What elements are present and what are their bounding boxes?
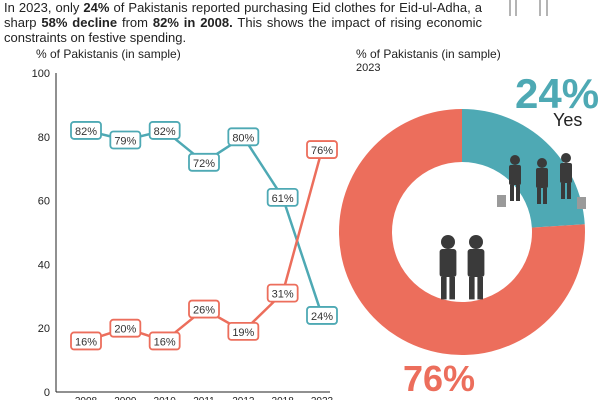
y-tick-label: 0 (44, 387, 50, 399)
children-illustration (439, 153, 572, 300)
y-tick-label: 40 (38, 259, 50, 271)
donut-slice-yes (462, 109, 585, 228)
y-tick-label: 20 (38, 323, 50, 335)
data-point-label: 24% (306, 306, 338, 325)
data-label-text: 24% (311, 311, 333, 323)
data-label-text: 61% (272, 193, 294, 205)
data-label-box (70, 331, 102, 351)
data-label-box (227, 321, 260, 341)
data-label-box (148, 121, 181, 140)
data-label-text: 80% (232, 132, 254, 144)
y-tick-label: 80 (38, 132, 50, 144)
data-label-box (70, 121, 102, 140)
data-label-box (227, 127, 260, 147)
x-tick-label: 2018 (272, 396, 295, 400)
data-label-box (188, 299, 220, 319)
data-label-box (266, 188, 299, 207)
data-label-text: 82% (75, 126, 97, 138)
data-point-label: 16% (148, 331, 181, 351)
data-label-box (109, 318, 142, 338)
donut-chart-title: % of Pakistanis (in sample) (356, 47, 501, 61)
data-label-text: 31% (272, 289, 294, 301)
donut-yes-label: Yes (553, 110, 583, 130)
data-label-text: 19% (232, 327, 254, 339)
x-tick-label: 2008 (75, 396, 98, 400)
data-label-text: 20% (114, 324, 136, 336)
donut-chart (339, 109, 586, 355)
data-point-label: 82% (70, 121, 102, 140)
data-point-label: 20% (109, 318, 142, 338)
data-label-box (266, 283, 299, 303)
data-label-text: 72% (193, 158, 215, 170)
shopping-bags-icon (497, 195, 586, 209)
highlight-pct-2008: 82% in 2008. (152, 15, 233, 30)
x-tick-label: 2012 (232, 396, 255, 400)
data-point-label: 80% (227, 127, 260, 147)
donut-chart-year: 2023 (356, 62, 381, 74)
data-point-label: 31% (266, 283, 299, 303)
y-tick-label: 60 (38, 196, 50, 208)
data-label-box (188, 152, 220, 172)
goats-illustration (509, 0, 548, 16)
data-point-label: 72% (188, 152, 220, 172)
data-point-label: 76% (306, 140, 338, 159)
data-point-label: 19% (227, 321, 260, 341)
highlight-decline: 58% decline (41, 15, 118, 30)
data-label-text: 79% (114, 135, 136, 147)
line-chart-y-title: % of Pakistanis (in sample) (36, 47, 181, 61)
x-tick-label: 2009 (114, 396, 137, 400)
donut-yes-percent: 24% (515, 70, 600, 117)
data-point-label: 16% (70, 331, 102, 351)
data-label-text: 26% (193, 305, 215, 317)
data-point-label: 82% (148, 121, 181, 140)
data-label-box (306, 140, 338, 159)
x-tick-label: 2010 (154, 396, 177, 400)
data-label-box (306, 306, 338, 325)
data-label-text: 16% (75, 336, 97, 348)
line-chart: 0 20 40 60 80 100 2008 2009 2010 2011 2012 2018 2023… (32, 68, 338, 400)
data-point-label: 26% (188, 299, 220, 319)
donut-no-percent: 76% (403, 358, 476, 399)
data-label-box (148, 331, 181, 351)
highlight-pct-2023: 24% (83, 0, 110, 15)
intro-paragraph: In 2023, only 24% of Pakistanis reported… (4, 0, 482, 45)
donut-slice-no (339, 109, 585, 355)
data-point-label: 61% (266, 188, 299, 207)
x-tick-label: 2011 (193, 396, 215, 400)
data-label-text: 76% (311, 145, 333, 157)
data-point-label: 79% (109, 130, 142, 150)
data-label-text: 82% (154, 126, 176, 138)
data-label-box (109, 130, 142, 150)
x-tick-label: 2023 (311, 396, 334, 400)
data-label-text: 16% (154, 336, 176, 348)
y-tick-label: 100 (32, 68, 50, 80)
